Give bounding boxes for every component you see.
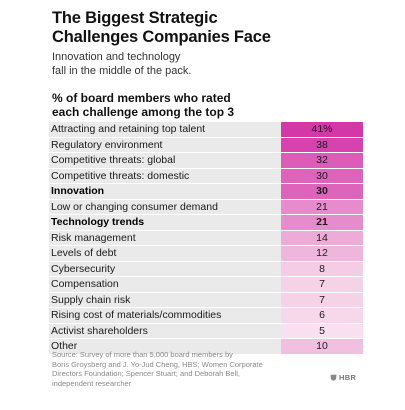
challenge-label: Rising cost of materials/commodities — [49, 308, 281, 323]
table-row: Levels of debt 12 — [49, 246, 363, 262]
table-row: Supply chain risk 7 — [49, 292, 363, 308]
title-line-2: Challenges Companies Face — [52, 28, 271, 46]
challenge-label: Attracting and retaining top talent — [49, 122, 281, 137]
challenge-value: 12 — [281, 246, 363, 261]
challenge-label: Low or changing consumer demand — [49, 199, 281, 214]
challenge-value: 21 — [281, 199, 363, 214]
title-line-1: The Biggest Strategic — [52, 9, 218, 27]
challenge-value: 21 — [281, 215, 363, 230]
challenge-value: 32 — [281, 153, 363, 168]
source-line-3: Directors Foundation; Spencer Stuart; an… — [52, 369, 241, 378]
table-row: Low or changing consumer demand 21 — [49, 199, 363, 215]
subtitle-line-1: Innovation and technology — [52, 51, 181, 63]
source-line-1: Source: Survey of more than 5,000 board … — [52, 350, 233, 359]
chart-subtitle: Innovation and technology fall in the mi… — [52, 51, 352, 78]
challenge-value: 5 — [281, 323, 363, 338]
challenge-label: Risk management — [49, 230, 281, 245]
table-row: Competitive threats: global 32 — [49, 153, 363, 169]
source-note: Source: Survey of more than 5,000 board … — [52, 350, 282, 388]
challenge-value: 14 — [281, 230, 363, 245]
challenge-label: Other — [49, 339, 281, 354]
table-row: Other 10 — [49, 339, 363, 355]
challenge-label: Innovation — [49, 184, 281, 199]
challenge-label: Cybersecurity — [49, 261, 281, 276]
table-row: Rising cost of materials/commodities 6 — [49, 308, 363, 324]
table-row: Cybersecurity 8 — [49, 261, 363, 277]
challenge-value: 10 — [281, 339, 363, 354]
table-row: Technology trends 21 — [49, 215, 363, 231]
table-row: Compensation 7 — [49, 277, 363, 293]
table-row: Risk management 14 — [49, 230, 363, 246]
source-line-4: independent researcher — [52, 378, 132, 388]
challenge-value: 8 — [281, 261, 363, 276]
table-row: Regulatory environment 38 — [49, 137, 363, 153]
challenge-label: Technology trends — [49, 215, 281, 230]
challenge-label: Activist shareholders — [49, 323, 281, 338]
shield-icon — [330, 374, 337, 381]
chart-title: The Biggest Strategic Challenges Compani… — [52, 9, 382, 47]
table-row: Attracting and retaining top talent 41% — [49, 122, 363, 138]
table-row: Innovation 30 — [49, 184, 363, 200]
source-line-2: Boris Groysberg and J. Yo-Jud Cheng, HBS… — [52, 359, 263, 369]
table-heading: % of board members who rated each challe… — [52, 91, 352, 119]
challenge-value: 30 — [281, 184, 363, 199]
challenge-value: 6 — [281, 308, 363, 323]
table-row: Competitive threats: domestic 30 — [49, 168, 363, 184]
challenge-label: Regulatory environment — [49, 137, 281, 152]
challenge-label: Supply chain risk — [49, 292, 281, 307]
challenge-value: 7 — [281, 292, 363, 307]
challenge-label: Competitive threats: domestic — [49, 168, 281, 183]
challenge-label: Levels of debt — [49, 246, 281, 261]
challenge-value: 38 — [281, 137, 363, 152]
challenge-value: 7 — [281, 277, 363, 292]
table-row: Activist shareholders 5 — [49, 323, 363, 339]
heading-line-1: % of board members who rated — [52, 91, 231, 105]
heading-line-2: each challenge among the top 3 — [52, 105, 235, 119]
challenge-label: Competitive threats: global — [49, 153, 281, 168]
challenge-value: 30 — [281, 168, 363, 183]
challenge-label: Compensation — [49, 277, 281, 292]
hbr-logo: HBR — [330, 373, 356, 382]
subtitle-line-2: fall in the middle of the pack. — [52, 64, 192, 77]
challenge-table: Attracting and retaining top talent 41% Re… — [49, 122, 363, 355]
challenge-value: 41% — [281, 122, 363, 137]
brand-label: HBR — [339, 373, 357, 382]
